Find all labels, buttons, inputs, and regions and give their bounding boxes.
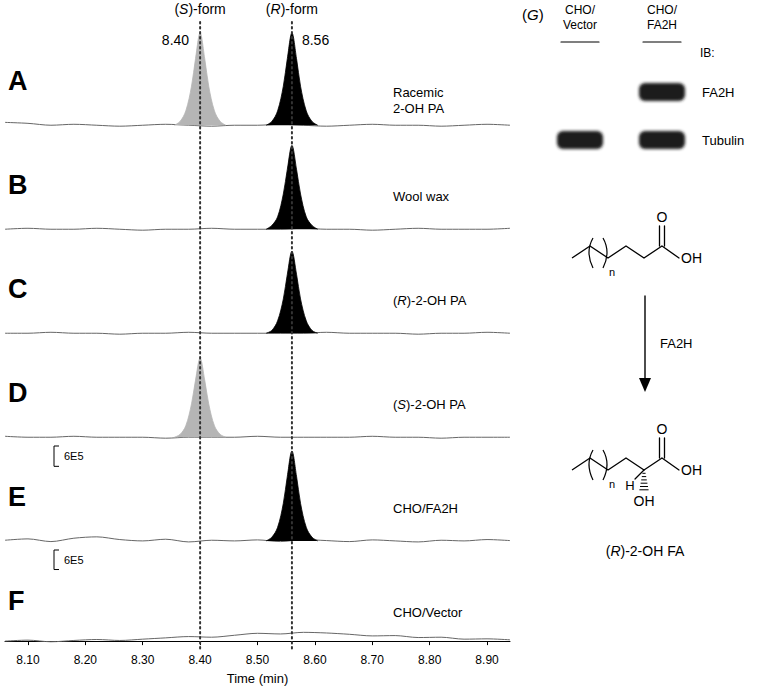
svg-text:E: E [8, 482, 26, 512]
svg-text:OH: OH [634, 493, 655, 509]
svg-text:Vector: Vector [563, 18, 597, 32]
svg-text:2-OH PA: 2-OH PA [393, 101, 444, 116]
svg-text:FA2H: FA2H [702, 85, 735, 100]
svg-text:O: O [657, 209, 668, 225]
svg-text:6E5: 6E5 [64, 554, 84, 566]
svg-text:OH: OH [681, 250, 702, 266]
svg-text:Time (min): Time (min) [227, 671, 289, 686]
svg-text:8.90: 8.90 [475, 653, 499, 667]
svg-text:6E5: 6E5 [64, 450, 84, 462]
svg-text:Tubulin: Tubulin [702, 133, 744, 148]
svg-text:8.30: 8.30 [131, 653, 155, 667]
svg-text:D: D [8, 378, 28, 408]
svg-text:F: F [8, 586, 25, 616]
svg-text:C: C [8, 274, 28, 304]
svg-text:Wool wax: Wool wax [393, 189, 450, 204]
svg-text:FA2H: FA2H [660, 336, 693, 351]
svg-text:Racemic: Racemic [393, 85, 444, 100]
svg-text:(S)-2-OH PA: (S)-2-OH PA [393, 397, 466, 412]
svg-text:O: O [657, 421, 668, 437]
svg-text:FA2H: FA2H [647, 18, 677, 32]
svg-text:CHO/Vector: CHO/Vector [393, 605, 463, 620]
svg-text:(R)-2-OH PA: (R)-2-OH PA [393, 293, 467, 308]
svg-text:8.60: 8.60 [303, 653, 327, 667]
svg-text:CHO/: CHO/ [565, 3, 596, 17]
svg-text:8.40: 8.40 [162, 32, 189, 48]
svg-text:(S)-form: (S)-form [174, 1, 225, 17]
svg-text:8.50: 8.50 [246, 653, 270, 667]
svg-text:8.20: 8.20 [74, 653, 98, 667]
svg-text:A: A [8, 66, 28, 96]
svg-text:OH: OH [681, 462, 702, 478]
svg-text:(R)-form: (R)-form [266, 1, 318, 17]
svg-text:CHO/FA2H: CHO/FA2H [393, 501, 458, 516]
svg-text:B: B [8, 170, 28, 200]
svg-text:8.70: 8.70 [361, 653, 385, 667]
svg-text:CHO/: CHO/ [647, 3, 678, 17]
svg-text:8.56: 8.56 [302, 32, 329, 48]
svg-text:H: H [625, 478, 634, 493]
svg-text:(R)-2-OH FA: (R)-2-OH FA [606, 543, 685, 559]
svg-text:8.40: 8.40 [188, 653, 212, 667]
svg-text:8.10: 8.10 [16, 653, 40, 667]
svg-text:n: n [609, 478, 615, 490]
svg-text:(G): (G) [522, 6, 544, 23]
svg-text:n: n [609, 266, 615, 278]
svg-text:IB:: IB: [700, 46, 715, 60]
svg-text:8.80: 8.80 [418, 653, 442, 667]
